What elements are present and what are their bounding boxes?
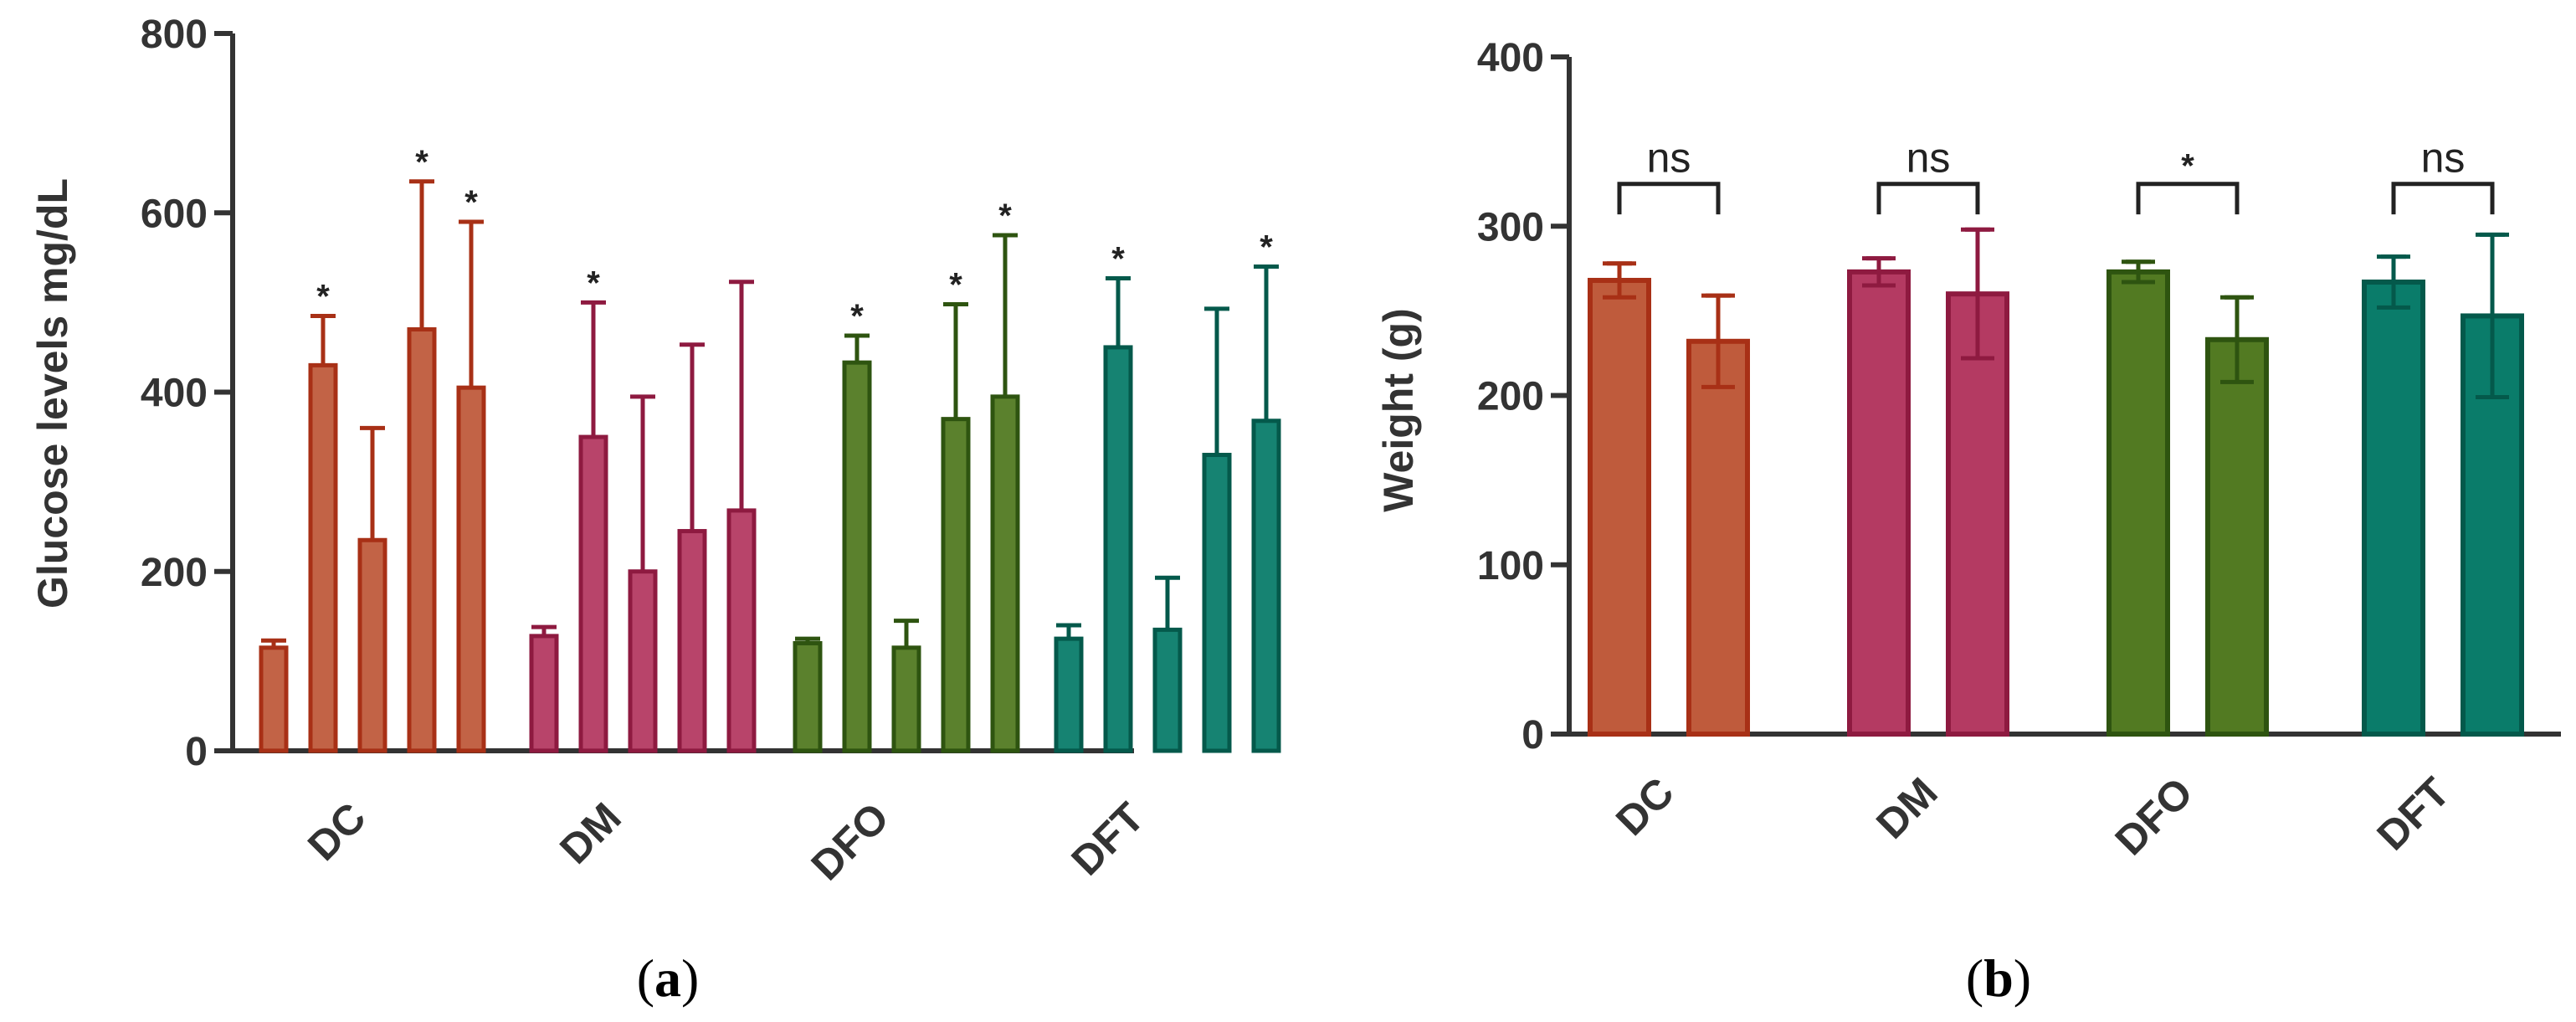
glucose-bar-dm-5 <box>726 508 757 753</box>
glucose-category-label-dfo: DFO <box>803 793 898 889</box>
weight-y-tick-label: 400 <box>1477 36 1544 80</box>
weight-bar-dc-1 <box>1588 277 1651 737</box>
glucose-bar-dft-2 <box>1103 345 1133 753</box>
weight-category-label-dm: DM <box>1867 768 1947 848</box>
weight-category-label-dfo: DFO <box>2106 768 2202 864</box>
glucose-bar-dfo-2 <box>842 360 872 753</box>
glucose-bar-dc-1 <box>259 645 289 753</box>
glucose-bar-dm-3 <box>628 569 658 753</box>
weight-y-tick-label: 0 <box>1521 713 1544 758</box>
glucose-category-label-dft: DFT <box>1062 793 1152 884</box>
panel-b-label: (b) <box>1966 948 2031 1008</box>
weight-y-tick-label: 100 <box>1477 544 1544 588</box>
weight-comparison-bracket <box>2136 182 2240 215</box>
glucose-significance-star: * <box>1111 240 1125 277</box>
glucose-bar-dm-2 <box>578 434 608 753</box>
weight-bar-dm-1 <box>1847 269 1911 737</box>
glucose-significance-star: * <box>949 267 962 304</box>
glucose-bar-dm-1 <box>529 634 559 753</box>
glucose-significance-star: * <box>587 264 600 301</box>
weight-category-label-dc: DC <box>1607 768 1683 845</box>
glucose-y-tick-label: 0 <box>185 730 208 774</box>
panel-a-glucose-chart: 0 200 400 600 800 Glucose levels mg/dL * * * * * * *… <box>29 13 1281 889</box>
weight-y-axis-title: Weight (g) <box>1375 308 1422 511</box>
weight-category-label-dft: DFT <box>2368 768 2458 859</box>
glucose-significance-star: * <box>850 298 864 335</box>
glucose-bar-dc-3 <box>357 537 387 753</box>
glucose-bar-dc-4 <box>407 327 437 753</box>
glucose-bar-dft-3 <box>1152 627 1183 753</box>
weight-comparison-label: * <box>2181 148 2194 185</box>
glucose-bar-dft-1 <box>1054 636 1084 753</box>
glucose-y-axis-title: Glucose levels mg/dL <box>29 178 76 609</box>
glucose-significance-star: * <box>1260 229 1273 266</box>
panel-b-weight-chart: 0 100 200 300 400 Weight (g) ns ns * ns DC DM DFO DFT <box>1375 36 2561 864</box>
weight-comparison-label: ns <box>1906 135 1951 182</box>
weight-y-tick-label: 200 <box>1477 375 1544 419</box>
glucose-y-tick-label: 800 <box>141 13 208 57</box>
weight-comparison-bracket <box>1617 182 1721 215</box>
glucose-significance-star: * <box>316 278 330 315</box>
weight-comparison-bracket <box>1876 182 1980 215</box>
glucose-y-tick-label: 200 <box>141 551 208 595</box>
glucose-bar-dfo-5 <box>990 394 1020 753</box>
glucose-y-tick-label: 400 <box>141 372 208 416</box>
weight-comparison-label: ns <box>1647 135 1691 182</box>
weight-comparison-label: ns <box>2421 135 2466 182</box>
glucose-significance-star: * <box>464 184 478 221</box>
glucose-bar-dfo-1 <box>793 640 823 753</box>
glucose-y-tick-label: 600 <box>141 192 208 236</box>
glucose-bar-dft-4 <box>1202 452 1232 753</box>
weight-bar-dm-2 <box>1946 291 2009 737</box>
glucose-significance-star: * <box>998 198 1012 234</box>
glucose-bar-dfo-4 <box>941 417 971 753</box>
glucose-category-label-dm: DM <box>551 793 630 873</box>
glucose-bar-dft-5 <box>1251 419 1281 753</box>
glucose-bar-dc-5 <box>456 385 486 753</box>
weight-comparison-bracket <box>2391 182 2495 215</box>
weight-bar-dfo-1 <box>2106 269 2170 737</box>
weight-y-tick-label: 300 <box>1477 205 1544 249</box>
weight-bar-dft-1 <box>2362 279 2425 737</box>
weight-bar-dc-2 <box>1686 338 1750 737</box>
panel-a-label: (a) <box>637 948 700 1008</box>
glucose-bar-dc-2 <box>308 362 338 753</box>
glucose-bar-dm-4 <box>677 529 707 753</box>
glucose-significance-star: * <box>415 144 428 181</box>
glucose-bar-dfo-3 <box>891 645 921 753</box>
weight-bar-dfo-2 <box>2205 336 2269 737</box>
glucose-category-label-dc: DC <box>299 793 375 870</box>
